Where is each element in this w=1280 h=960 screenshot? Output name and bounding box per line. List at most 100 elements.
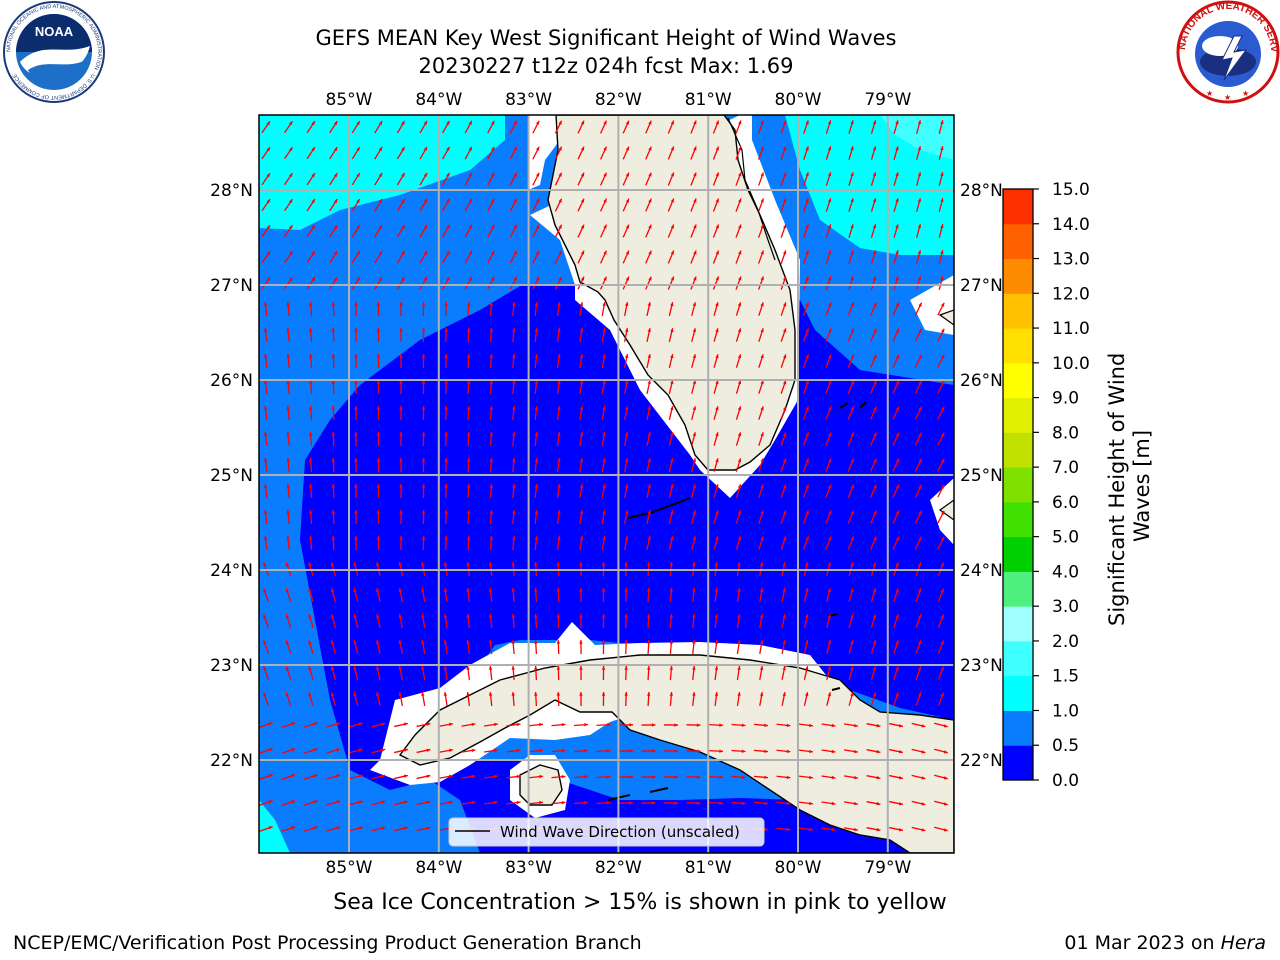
wind-arrow (512, 353, 516, 369)
wind-arrow (870, 458, 877, 472)
wind-arrow (354, 301, 358, 317)
wind-arrow (646, 380, 651, 394)
wind-arrow (487, 276, 495, 290)
wind-arrow (466, 691, 471, 707)
wind-arrow (579, 353, 584, 369)
wind-arrow (483, 800, 499, 805)
wind-arrow (351, 120, 361, 134)
wind-arrow (825, 224, 832, 238)
lon-label-top: 83°W (505, 90, 552, 110)
wind-arrow (512, 327, 516, 343)
wind-arrow (937, 640, 945, 654)
wind-arrow (848, 120, 854, 134)
wind-arrow (599, 146, 608, 160)
wind-arrow (843, 749, 859, 754)
wind-arrow (398, 614, 404, 628)
wind-arrow (331, 301, 336, 317)
wind-arrow (735, 536, 742, 550)
wind-arrow (937, 614, 945, 628)
wind-arrow (870, 536, 877, 550)
wind-arrow (937, 484, 945, 498)
wind-arrow (443, 665, 448, 681)
wind-arrow (259, 826, 273, 832)
wind-arrow (736, 665, 741, 681)
wind-arrow (712, 172, 720, 186)
wind-arrow (601, 379, 606, 395)
wind-arrow (281, 722, 296, 728)
wind-arrow (889, 826, 903, 832)
wind-arrow (556, 301, 561, 317)
wind-arrow (394, 722, 408, 728)
wind-arrow (599, 250, 608, 264)
wind-arrow (781, 614, 786, 628)
wind-arrow (331, 457, 336, 473)
wind-arrow (802, 380, 810, 394)
wind-arrow (443, 613, 448, 629)
wind-arrow (848, 640, 854, 654)
wind-arrow (667, 276, 675, 290)
wind-arrow (735, 224, 742, 238)
wind-arrow (534, 535, 539, 551)
wind-arrow (916, 146, 922, 160)
wind-arrow (934, 826, 948, 832)
wind-arrow (686, 801, 701, 805)
wind-arrow (618, 723, 634, 727)
wind-arrow (554, 172, 563, 186)
wind-arrow (690, 120, 697, 134)
wind-arrow (349, 722, 363, 728)
wind-arrow (870, 146, 877, 160)
wind-arrow (691, 328, 697, 342)
wind-arrow (351, 172, 361, 186)
wind-arrow (826, 640, 832, 654)
land-cuba (398, 654, 954, 853)
wind-arrow (306, 276, 316, 290)
wind-arrow (803, 276, 809, 290)
wind-arrow (281, 774, 296, 780)
wind-arrow (825, 172, 832, 186)
wind-arrow (847, 302, 855, 316)
wind-arrow (330, 640, 337, 654)
wind-arrow (646, 406, 651, 420)
wind-arrow (870, 302, 877, 316)
wind-arrow (532, 198, 540, 212)
wind-arrow (623, 354, 629, 368)
wind-arrow (579, 327, 584, 343)
wind-arrow (573, 723, 589, 727)
wind-arrow (870, 276, 877, 290)
wind-arrow (691, 406, 697, 420)
wind-arrow (354, 353, 358, 369)
wind-arrow (376, 405, 381, 421)
wind-arrow (937, 354, 945, 368)
wind-arrow (758, 510, 764, 524)
wind-arrow (579, 587, 583, 603)
wind-arrow (736, 587, 741, 603)
wind-arrow (937, 432, 945, 446)
wind-arrow (441, 146, 451, 160)
wind-arrow (623, 380, 629, 394)
florida-inner-coast (727, 117, 776, 261)
wind-arrow (304, 826, 318, 832)
wind-arrow (713, 406, 719, 420)
wind-arrow (847, 536, 855, 550)
wind-arrow (758, 432, 764, 446)
wind-arrow (669, 587, 674, 603)
wind-arrow (821, 749, 836, 754)
wind-arrow (554, 250, 563, 264)
wind-arrow (329, 224, 338, 238)
wind-arrow (870, 354, 877, 368)
wave-band-higher-ne (880, 115, 954, 160)
wind-arrow (556, 613, 561, 629)
wind-arrow (487, 224, 495, 238)
wind-arrow (641, 775, 656, 779)
wind-arrow (396, 172, 406, 186)
wind-arrow (646, 328, 651, 342)
wind-arrow (419, 120, 428, 134)
wind-arrow (735, 198, 742, 212)
wind-arrow (780, 536, 787, 550)
wind-arrow (802, 484, 810, 498)
wind-arrow (371, 774, 386, 780)
wind-arrow (551, 774, 566, 779)
wind-arrow (579, 535, 584, 551)
wind-arrow (735, 172, 742, 186)
